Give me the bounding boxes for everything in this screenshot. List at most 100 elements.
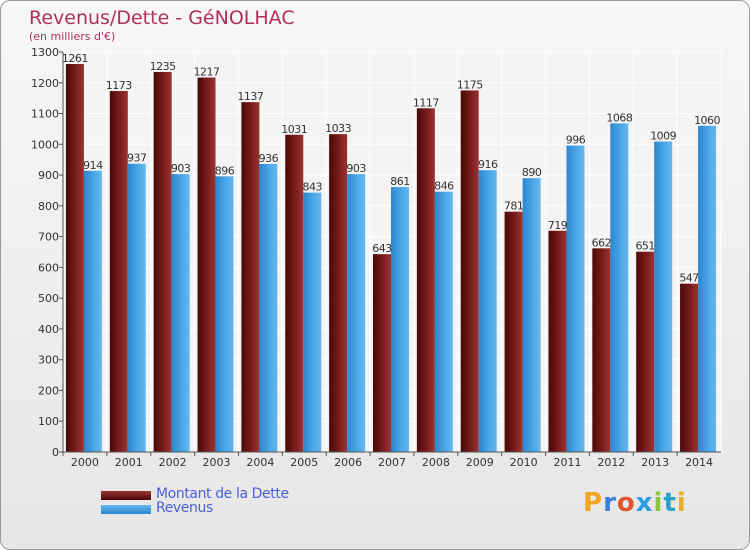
- bar-revenue: [566, 145, 585, 453]
- bar-revenue: [522, 178, 541, 452]
- y-tick-label: 1000: [31, 138, 59, 151]
- y-tick-label: 1100: [31, 108, 59, 121]
- chart-title: Revenus/Dette - GéNOLHAC: [29, 7, 295, 29]
- bar-debt: [373, 254, 391, 452]
- data-label-debt: 1117: [413, 96, 439, 109]
- bar-revenue: [215, 176, 234, 453]
- x-tick-label: 2008: [422, 456, 450, 469]
- x-tick-label: 2007: [378, 456, 406, 469]
- bar-debt: [504, 211, 523, 452]
- data-label-revenue: 936: [259, 152, 279, 165]
- bar-debt: [197, 77, 216, 453]
- y-tick-label: 1200: [31, 77, 59, 90]
- logo-letter: P: [583, 488, 604, 518]
- y-tick-label: 800: [38, 200, 59, 213]
- bar-revenue: [654, 141, 673, 453]
- data-label-debt: 547: [679, 272, 699, 285]
- data-label-debt: 643: [372, 242, 392, 255]
- bar-revenue: [171, 174, 190, 452]
- x-tick-label: 2005: [290, 456, 318, 469]
- x-tick-label: 2001: [115, 456, 143, 469]
- data-label-revenue: 1068: [606, 111, 632, 124]
- x-tick-label: 2006: [334, 456, 362, 469]
- data-label-revenue: 903: [171, 162, 191, 175]
- bar-debt: [680, 283, 699, 452]
- y-tick-label: 700: [38, 231, 59, 244]
- data-label-revenue: 937: [127, 152, 147, 165]
- x-tick-label: 2010: [510, 456, 538, 469]
- data-label-revenue: 914: [83, 159, 103, 172]
- logo-letter: r: [603, 488, 617, 518]
- data-label-debt: 1261: [62, 52, 88, 65]
- data-label-revenue: 846: [434, 180, 454, 193]
- y-tick-label: 200: [38, 384, 59, 397]
- x-tick-label: 2004: [246, 456, 274, 469]
- y-tick-label: 500: [38, 292, 59, 305]
- data-label-revenue: 843: [303, 181, 323, 194]
- data-label-revenue: 996: [566, 134, 586, 147]
- y-tick-label: 600: [38, 261, 59, 274]
- bar-revenue: [83, 170, 102, 452]
- x-tick-label: 2011: [553, 456, 581, 469]
- y-tick-label: 1300: [31, 46, 59, 59]
- logo-letter: x: [635, 488, 654, 518]
- chart-subtitle: (en milliers d'€): [29, 30, 116, 43]
- data-label-revenue: 1009: [650, 130, 676, 143]
- data-label-debt: 1173: [106, 79, 132, 92]
- legend-swatch-debt: [101, 491, 151, 500]
- y-tick-label: 0: [52, 446, 59, 459]
- legend-swatch-revenue: [101, 505, 151, 514]
- logo-letter: i: [676, 488, 687, 518]
- data-label-debt: 651: [635, 240, 655, 253]
- logo-letter: o: [616, 488, 636, 518]
- bar-debt: [109, 91, 128, 453]
- legend-label-revenue: Revenus: [156, 500, 213, 516]
- bar-debt: [416, 108, 435, 453]
- data-label-debt: 1031: [281, 123, 307, 136]
- y-tick-label: 100: [38, 415, 59, 428]
- bar-debt: [285, 134, 304, 452]
- data-label-debt: 662: [592, 236, 612, 249]
- y-tick-label: 900: [38, 169, 59, 182]
- bar-debt: [241, 102, 260, 453]
- bar-revenue: [347, 174, 366, 452]
- x-tick-label: 2009: [466, 456, 494, 469]
- x-tick-label: 2003: [203, 456, 231, 469]
- bar-debt: [65, 64, 84, 452]
- data-label-debt: 1217: [194, 66, 220, 79]
- bar-debt: [548, 230, 567, 452]
- data-label-debt: 1137: [237, 90, 263, 103]
- bar-debt: [636, 251, 655, 452]
- y-tick-label: 400: [38, 323, 59, 336]
- data-label-revenue: 1060: [694, 114, 720, 127]
- bar-revenue: [259, 164, 278, 452]
- bar-debt: [329, 134, 348, 452]
- bar-revenue: [303, 192, 322, 452]
- data-label-revenue: 903: [346, 162, 366, 175]
- data-label-debt: 1175: [457, 78, 483, 91]
- x-tick-label: 2002: [159, 456, 187, 469]
- bar-debt: [153, 72, 172, 452]
- x-tick-label: 2012: [597, 456, 625, 469]
- data-label-debt: 781: [504, 200, 524, 213]
- bar-revenue: [127, 163, 146, 452]
- data-label-debt: 1033: [325, 122, 351, 135]
- logo-letter: i: [653, 488, 664, 518]
- x-tick-label: 2014: [685, 456, 713, 469]
- bar-debt: [460, 90, 479, 452]
- logo-letter: t: [663, 488, 677, 518]
- bar-debt: [592, 248, 611, 452]
- bar-revenue: [391, 187, 409, 453]
- data-label-revenue: 916: [478, 158, 498, 171]
- legend-label-debt: Montant de la Dette: [156, 486, 289, 502]
- bar-revenue: [434, 191, 453, 452]
- data-label-revenue: 890: [522, 166, 542, 179]
- x-tick-label: 2013: [641, 456, 669, 469]
- x-tick-label: 2000: [71, 456, 99, 469]
- bar-revenue: [610, 123, 629, 452]
- y-tick-label: 300: [38, 354, 59, 367]
- bar-revenue: [698, 125, 717, 452]
- bar-revenue: [478, 170, 497, 452]
